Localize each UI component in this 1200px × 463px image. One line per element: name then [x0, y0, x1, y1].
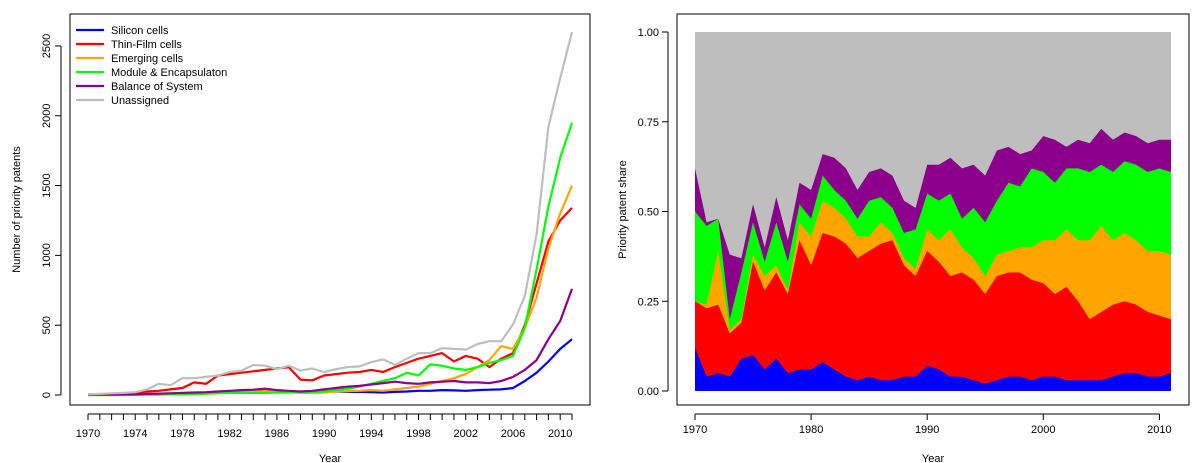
line-chart-series-group	[87, 31, 574, 397]
area-chart-plot-border	[676, 13, 1190, 406]
series-line-emerging-cells	[88, 185, 574, 397]
line-chart-legend: Silicon cells Thin-Film cells Emerging cel…	[76, 25, 227, 107]
legend-label-module-encapsulaton: Module & Encapsulaton	[111, 67, 227, 79]
series-line-thin-film-cells	[87, 207, 573, 396]
y-tick-label: 2000	[41, 104, 53, 128]
x-tick-label: 1990	[312, 428, 336, 440]
x-tick-label: 1986	[265, 428, 289, 440]
line-chart-x-axis-title: Year	[319, 453, 342, 463]
x-tick-label: 1974	[123, 428, 147, 440]
stacked-area-chart-panel: 1970 1980 1990 2000 2010 0.00 0.25 0.50 0.75 1.0…	[617, 13, 1190, 463]
y-tick-label: 1.00	[638, 27, 659, 39]
y-tick-label: 0.25	[638, 296, 659, 308]
area-chart-layers-group	[695, 32, 1171, 391]
area-chart-x-axis-title: Year	[922, 453, 945, 463]
line-chart-y-axis-title: Number of priority patents	[11, 146, 23, 273]
line-chart-y-axis: 0 500 1000 1500 2000 2500	[41, 34, 62, 398]
y-tick-label: 1000	[41, 243, 53, 267]
area-chart-x-axis: 1970 1980 1990 2000 2010	[683, 413, 1172, 436]
series-line-module-encapsulaton	[88, 122, 574, 397]
area-layer-1	[695, 233, 1171, 391]
series-line-unassigned	[87, 31, 574, 396]
line-chart-plot-border	[69, 13, 591, 406]
legend-label-thin-film-cells: Thin-Film cells	[111, 39, 182, 51]
y-tick-label: 500	[41, 316, 53, 334]
x-tick-label: 2002	[454, 428, 478, 440]
legend-label-unassigned: Unassigned	[111, 95, 169, 107]
x-tick-label: 1994	[359, 428, 383, 440]
x-tick-label: 2010	[1147, 424, 1171, 436]
x-tick-label: 1982	[217, 428, 241, 440]
x-tick-label: 2000	[1031, 424, 1055, 436]
y-tick-label: 2500	[41, 34, 53, 58]
x-tick-label: 1980	[799, 424, 823, 436]
x-tick-label: 1970	[683, 424, 707, 436]
y-tick-label: 0.50	[638, 207, 659, 219]
y-tick-label: 1500	[41, 173, 53, 197]
area-chart-y-axis-title: Priority patent share	[617, 160, 629, 258]
y-tick-label: 0	[41, 392, 53, 398]
area-chart-y-axis: 0.00 0.25 0.50 0.75 1.00	[638, 27, 669, 398]
x-tick-label: 1998	[406, 428, 430, 440]
line-chart-x-axis: 1970 1974 1978 1982 1986 1990 1994 1998 2002 2006…	[76, 413, 573, 440]
legend-label-balance-of-system: Balance of System	[111, 81, 203, 93]
y-tick-label: 0.00	[638, 386, 659, 398]
x-tick-label: 1978	[170, 428, 194, 440]
x-tick-label: 1990	[915, 424, 939, 436]
area-layer-0	[695, 347, 1171, 391]
legend-label-silicon-cells: Silicon cells	[111, 25, 169, 37]
legend-label-emerging-cells: Emerging cells	[111, 53, 184, 65]
x-tick-label: 1970	[76, 428, 100, 440]
line-chart-panel: 1970 1974 1978 1982 1986 1990 1994 1998 2002 2006…	[11, 13, 591, 463]
series-line-balance-of-system	[88, 288, 574, 396]
y-tick-label: 0.75	[638, 117, 659, 129]
x-tick-label: 2010	[548, 428, 572, 440]
x-tick-label: 2006	[501, 428, 525, 440]
